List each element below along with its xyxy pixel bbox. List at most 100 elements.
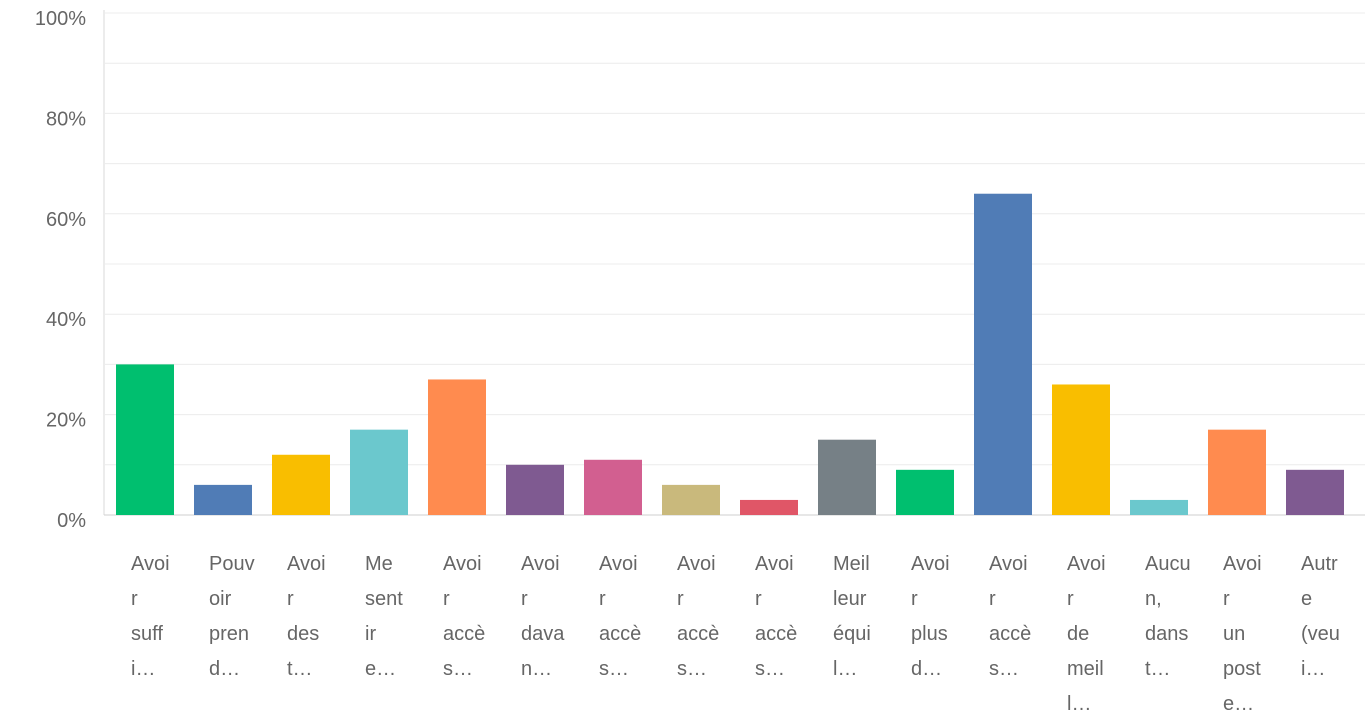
x-tick-label: Aucu n, dans t… — [1145, 553, 1194, 680]
y-tick-label: 0% — [57, 510, 86, 532]
label-line: Avoi — [443, 553, 482, 575]
bar — [818, 439, 876, 515]
label-line: t… — [287, 658, 313, 680]
label-line: n, — [1145, 588, 1167, 610]
label-line: t… — [1145, 658, 1171, 680]
y-tick-label: 20% — [46, 410, 86, 432]
x-tick-label: Avoi r de meil l… — [1067, 553, 1106, 715]
bar — [974, 193, 1032, 515]
label-line: l… — [1067, 693, 1091, 715]
label-line: i… — [131, 658, 155, 680]
label-line: s… — [989, 658, 1019, 680]
label-line: Avoi — [599, 553, 638, 575]
label-line: e… — [1223, 693, 1254, 715]
label-line: Aucu — [1145, 553, 1191, 575]
label-line: Avoi — [911, 553, 950, 575]
bar — [506, 464, 564, 515]
label-line: r — [131, 588, 143, 610]
label-line: s… — [755, 658, 785, 680]
label-line: d… — [911, 658, 942, 680]
label-line: équi — [833, 623, 871, 645]
label-line: Meil — [833, 553, 870, 575]
y-tick-label: 60% — [46, 209, 86, 231]
label-line: sent — [365, 588, 403, 610]
x-tick-label: Avoi r plus d… — [911, 553, 953, 680]
label-line: e… — [365, 658, 396, 680]
x-tick-label: Me sent ir e… — [365, 553, 403, 680]
label-line: Avoi — [1067, 553, 1106, 575]
label-line: r — [755, 588, 767, 610]
y-tick-label: 40% — [46, 309, 86, 331]
label-line: r — [443, 588, 455, 610]
label-line: Avoi — [521, 553, 560, 575]
label-line: accè — [599, 623, 641, 645]
label-line: leur — [833, 588, 872, 610]
label-line: r — [599, 588, 611, 610]
label-line: Avoi — [1223, 553, 1262, 575]
x-tick-label: Avoi r accè s… — [989, 553, 1031, 680]
label-line: Avoi — [755, 553, 794, 575]
label-line: dava — [521, 623, 565, 645]
label-line: r — [521, 588, 533, 610]
x-tick-label: Avoi r des t… — [287, 553, 326, 680]
label-line: d… — [209, 658, 240, 680]
label-line: i… — [1301, 658, 1325, 680]
bar — [194, 484, 252, 515]
x-tick-label: Avoi r accè s… — [677, 553, 719, 680]
bar — [1130, 499, 1188, 515]
bar — [662, 484, 720, 515]
bar — [896, 469, 954, 515]
bar — [584, 459, 642, 515]
label-line: r — [911, 588, 923, 610]
x-tick-label: Avoi r accè s… — [755, 553, 797, 680]
label-line: s… — [677, 658, 707, 680]
label-line: r — [1223, 588, 1235, 610]
label-line: r — [677, 588, 689, 610]
label-line: pren — [209, 623, 249, 645]
x-tick-label: Pouv oir pren d… — [209, 553, 255, 680]
bar — [1052, 384, 1110, 515]
x-tick-label: Avoi r accè s… — [443, 553, 485, 680]
label-line: r — [287, 588, 299, 610]
label-line: Avoi — [989, 553, 1028, 575]
label-line: Me — [365, 553, 398, 575]
label-line: accè — [989, 623, 1031, 645]
label-line: plus — [911, 623, 953, 645]
x-tick-label: Avoi r suff i… — [131, 553, 170, 680]
label-line: r — [989, 588, 1001, 610]
label-line: accè — [755, 623, 797, 645]
label-line: Avoi — [677, 553, 716, 575]
bar — [428, 379, 486, 515]
bar — [1208, 429, 1266, 515]
label-line: des — [287, 623, 325, 645]
label-line: accè — [443, 623, 485, 645]
label-line: de — [1067, 623, 1095, 645]
label-line: r — [1067, 588, 1079, 610]
x-tick-label: Avoi r accè s… — [599, 553, 641, 680]
label-line: oir — [209, 588, 237, 610]
x-tick-label: Avoi r dava n… — [521, 553, 565, 680]
label-line: meil — [1067, 658, 1104, 680]
label-line: Avoi — [287, 553, 326, 575]
bar — [740, 499, 798, 515]
label-line: dans — [1145, 623, 1194, 645]
label-line: Pouv — [209, 553, 255, 575]
label-line: s… — [599, 658, 629, 680]
label-line: l… — [833, 658, 857, 680]
x-tick-label: Avoi r un post e… — [1223, 553, 1262, 715]
x-tick-label: Autr e (veu i… — [1301, 553, 1340, 680]
label-line: e — [1301, 588, 1318, 610]
label-line: s… — [443, 658, 473, 680]
label-line: accè — [677, 623, 719, 645]
label-line: Autr — [1301, 553, 1338, 575]
label-line: suff — [131, 623, 163, 645]
bar — [116, 364, 174, 515]
label-line: post — [1223, 658, 1261, 680]
label-line: n… — [521, 658, 552, 680]
bar — [350, 429, 408, 515]
bar — [272, 454, 330, 515]
y-tick-label: 100% — [35, 8, 86, 30]
label-line: un — [1223, 623, 1251, 645]
label-line: Avoi — [131, 553, 170, 575]
